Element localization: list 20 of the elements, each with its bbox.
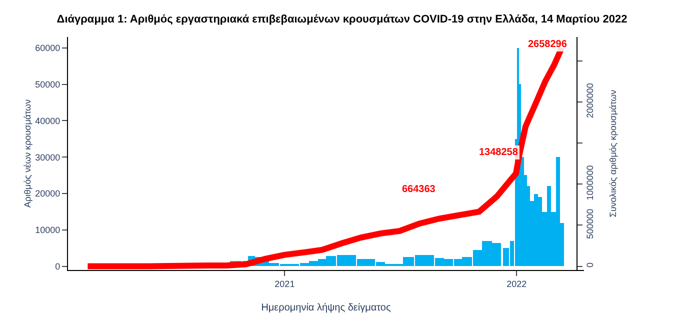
y-tick-label: 60000 [35, 43, 60, 54]
y2-tick-label: 500000 [585, 208, 596, 239]
y-tick-label: 10000 [35, 225, 60, 236]
x-tick-label: 2022 [506, 278, 527, 289]
y-tick-label: 50000 [35, 79, 60, 90]
annotation: 1348258 [479, 147, 518, 158]
y2-tick-label: 0 [585, 262, 596, 268]
y2-axis-title: Συνολικός αριθμός κρουσμάτων [608, 89, 618, 218]
y-tick-label: 20000 [35, 188, 60, 199]
y2-tick-label: 1000000 [585, 165, 596, 200]
x-axis-title: Ημερομηνία λήψης δείγματος [261, 302, 391, 314]
y-tick-label: 30000 [35, 152, 60, 162]
annotation: 664363 [402, 184, 436, 195]
y-tick-label: 0 [55, 262, 60, 272]
y-tick-label: 40000 [35, 116, 60, 126]
y2-tick-label: 2000000 [585, 83, 596, 118]
y-axis-title: Αριθμός νέων κρουσμάτων [22, 98, 33, 208]
x-tick-label: 2021 [274, 278, 295, 289]
chart-title: Διάγραμμα 1: Αριθμός εργαστηριακά επιβεβαιωμένων κρουσμάτων COVID-19 στην Ελλάδα, 14 Μαρτίου 2022 [56, 13, 628, 26]
annotation: 2658296 [528, 39, 568, 50]
